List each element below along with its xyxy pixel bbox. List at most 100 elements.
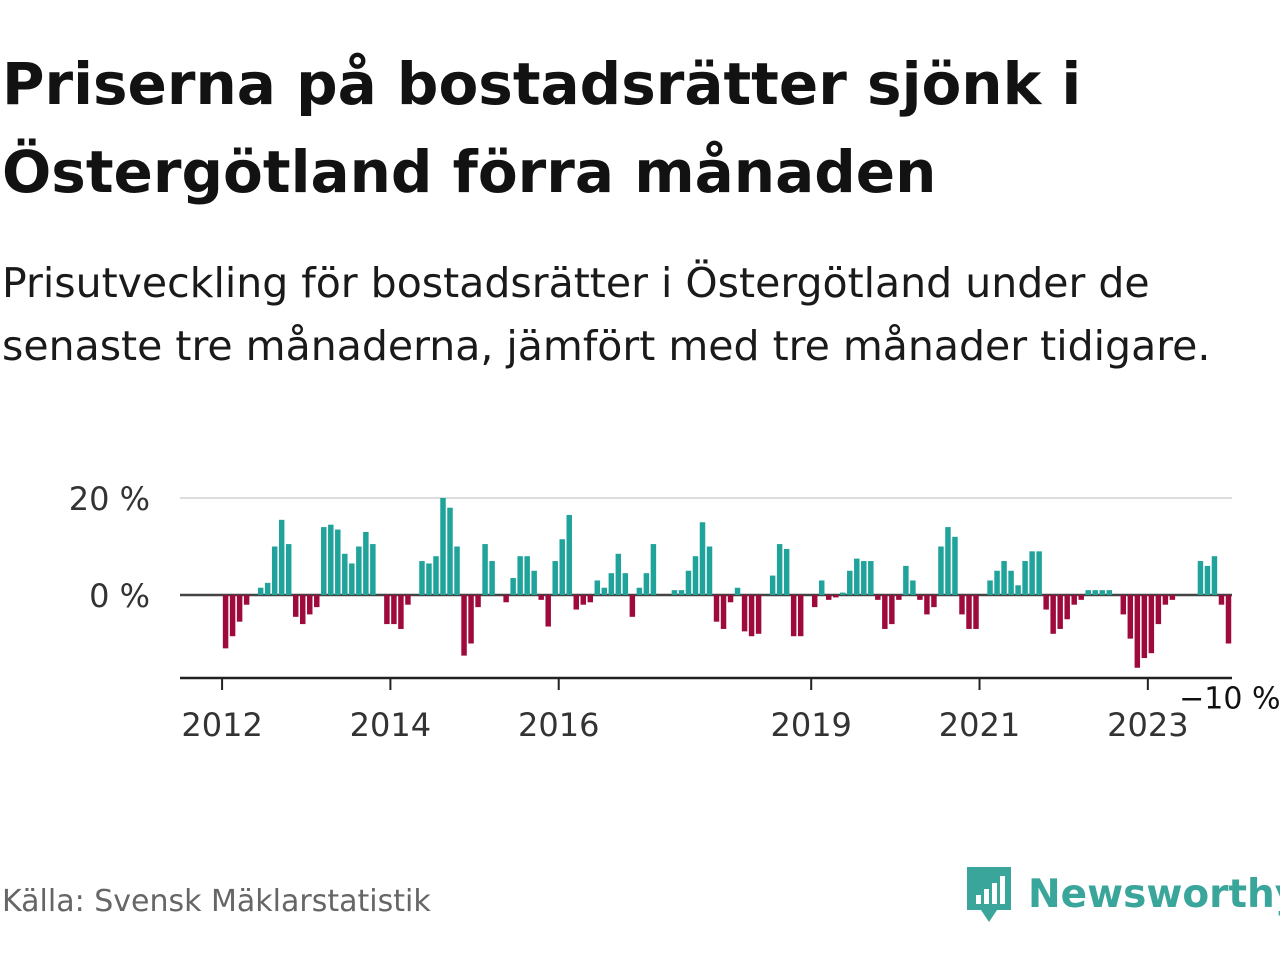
x-tick-label: 2014 (350, 706, 431, 744)
bar (461, 595, 467, 656)
bar (1050, 595, 1056, 634)
bar (1134, 595, 1141, 668)
bar (840, 592, 846, 595)
bar (959, 595, 965, 615)
bar (489, 561, 495, 595)
bar (720, 595, 727, 629)
bar (847, 570, 853, 595)
bar (524, 556, 530, 595)
bar (601, 587, 608, 595)
bar (924, 595, 930, 615)
bar (825, 595, 832, 600)
bar (292, 595, 299, 617)
bar (783, 548, 790, 595)
bar (440, 498, 446, 595)
bar (468, 595, 474, 644)
bar (580, 595, 587, 605)
bar (566, 514, 572, 595)
bar (889, 595, 895, 625)
bar (994, 570, 1000, 595)
x-tick-label: 2016 (518, 706, 599, 744)
bar (307, 595, 313, 615)
bar (685, 570, 692, 595)
bar (1204, 565, 1211, 595)
bar (1085, 590, 1091, 595)
bar (454, 546, 460, 595)
bar (342, 553, 348, 595)
bar (776, 544, 783, 595)
y-tick-label: 20 % (69, 480, 150, 518)
bar (552, 561, 558, 595)
bar (594, 580, 601, 595)
bar (678, 590, 685, 595)
chart-title: Priserna på bostadsrätter sjönk i Österg… (2, 50, 1082, 206)
chart-subtitle: Prisutveckling för bostadsrätter i Öster… (2, 259, 1211, 370)
bar (1092, 590, 1098, 595)
bar (818, 580, 825, 595)
bar (699, 522, 706, 595)
bar (811, 595, 818, 608)
bar (854, 558, 860, 595)
bar (349, 563, 355, 595)
bars (222, 498, 1232, 668)
source-note: Källa: Svensk Mäklarstatistik (2, 884, 431, 919)
bar (1078, 595, 1084, 600)
bar (755, 595, 762, 634)
bar (629, 595, 636, 617)
bar (636, 587, 643, 595)
bar (1155, 595, 1162, 625)
bar (833, 595, 839, 598)
bar (447, 507, 453, 595)
bar (538, 595, 544, 600)
bar (1127, 595, 1134, 639)
bar (622, 573, 629, 595)
bar (973, 595, 979, 629)
bar (1141, 595, 1148, 659)
bar (285, 544, 292, 595)
bar (531, 570, 537, 595)
bar (692, 556, 699, 595)
bar (229, 595, 236, 637)
x-tick-label: 2012 (181, 706, 262, 744)
bar (391, 595, 397, 625)
bar (510, 578, 516, 595)
bar (938, 546, 944, 595)
bar (1162, 595, 1169, 605)
bar (643, 573, 650, 595)
bar (1099, 590, 1105, 595)
bar (222, 595, 229, 649)
bar (734, 587, 741, 595)
bar (1211, 556, 1218, 595)
bar (797, 595, 804, 637)
last-value-label: −10 % (1179, 682, 1280, 717)
bar (945, 527, 951, 595)
bar (398, 595, 404, 629)
bar (278, 519, 285, 595)
bar (482, 544, 488, 595)
bar (875, 595, 881, 600)
bar (587, 595, 594, 603)
bar (299, 595, 306, 625)
y-tick-label: 0 % (89, 577, 150, 615)
bar (236, 595, 243, 622)
bar (1057, 595, 1063, 629)
bar (264, 582, 271, 595)
bar (1106, 590, 1113, 595)
bar (769, 575, 776, 595)
bar (706, 546, 713, 595)
bar (917, 595, 923, 600)
bar-chart: 0 % 20 % 2012 2014 2016 2019 2021 2023−10 % (69, 480, 1280, 744)
bar (1148, 595, 1155, 654)
bar (433, 556, 439, 595)
bar (903, 565, 909, 595)
bar (356, 546, 362, 595)
x-tick-label: 2021 (939, 706, 1020, 744)
bar (1197, 561, 1204, 595)
bar (475, 595, 481, 608)
bar (243, 595, 250, 605)
bar (419, 561, 425, 595)
bar (931, 595, 937, 608)
x-tick-label: 2023 (1107, 706, 1188, 744)
bar (328, 524, 334, 595)
bar (790, 595, 797, 637)
